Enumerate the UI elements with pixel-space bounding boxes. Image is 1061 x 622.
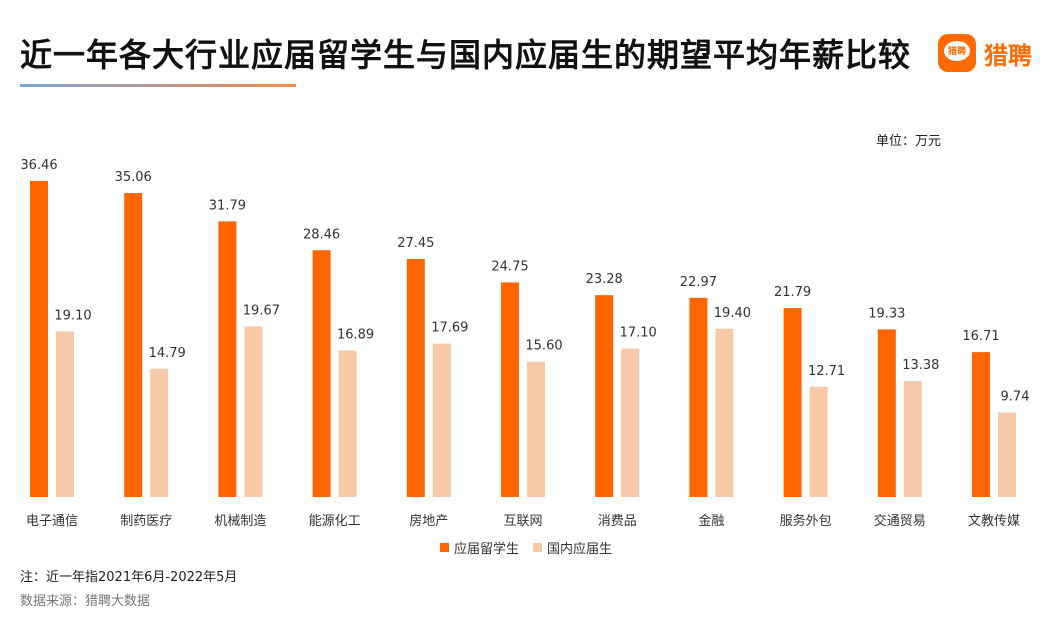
bar-overseas-9 <box>877 329 896 497</box>
data-label-overseas-5: 24.75 <box>491 259 528 274</box>
bar-chart: 36.46 19.10 电子通信 35.06 14.79 制药医疗 31.79 19.67 机械… <box>20 158 1030 529</box>
liepin-logo-icon: 猎聘 <box>938 34 976 72</box>
data-label-overseas-2: 31.79 <box>209 198 246 213</box>
category-label-8: 服务外包 <box>780 513 832 529</box>
data-label-overseas-1: 35.06 <box>115 170 152 185</box>
bar-overseas-0 <box>30 180 48 498</box>
data-label-domestic-5: 15.60 <box>525 339 562 354</box>
legend-label-series1: 应届留学生 <box>454 542 520 557</box>
legend-swatch-series1 <box>440 543 449 552</box>
bar-overseas-4 <box>406 259 425 497</box>
category-label-4: 房地产 <box>409 513 448 529</box>
data-label-domestic-2: 19.67 <box>243 303 280 318</box>
bar-overseas-5 <box>501 282 519 497</box>
bar-domestic-2 <box>244 326 263 497</box>
page-title: 近一年各大行业应届留学生与国内应届生的期望平均年薪比较 <box>20 36 912 74</box>
legend-swatch-series2 <box>533 543 543 552</box>
data-label-overseas-3: 28.46 <box>303 227 340 242</box>
logo-icon-text: 猎聘 <box>947 47 966 57</box>
bar-domestic-4 <box>432 343 451 497</box>
category-label-10: 文教传媒 <box>968 513 1020 529</box>
bar-overseas-7 <box>689 297 708 497</box>
data-label-overseas-10: 16.71 <box>962 329 999 344</box>
bar-domestic-8 <box>809 386 828 497</box>
unit-label: 单位：万元 <box>876 134 942 149</box>
bar-overseas-3 <box>312 250 331 497</box>
bar-overseas-8 <box>783 308 802 497</box>
data-label-overseas-0: 36.46 <box>20 158 57 173</box>
data-label-overseas-9: 19.33 <box>868 306 905 321</box>
bar-overseas-10 <box>972 352 990 497</box>
bar-domestic-6 <box>621 348 640 497</box>
bar-domestic-9 <box>903 380 922 497</box>
category-label-1: 制药医疗 <box>120 514 172 529</box>
bar-overseas-2 <box>218 221 237 497</box>
data-label-domestic-0: 19.10 <box>54 308 91 323</box>
footnote: 注：近一年指2021年6月-2022年5月 <box>20 570 238 585</box>
bar-overseas-6 <box>595 295 614 497</box>
data-label-domestic-9: 13.38 <box>902 358 939 373</box>
data-label-domestic-7: 19.40 <box>714 306 751 321</box>
category-label-6: 消费品 <box>598 514 637 529</box>
data-label-domestic-10: 9.74 <box>1001 390 1030 405</box>
legend-label-series2: 国内应届生 <box>547 542 613 557</box>
legend-item-series1: 应届留学生 <box>440 538 519 557</box>
data-label-overseas-6: 23.28 <box>586 272 623 287</box>
data-label-overseas-4: 27.45 <box>397 236 434 251</box>
data-label-domestic-1: 14.79 <box>149 346 186 361</box>
category-label-5: 互联网 <box>503 514 542 529</box>
bar-domestic-5 <box>527 361 545 497</box>
bar-domestic-1 <box>150 368 169 497</box>
data-label-domestic-3: 16.89 <box>337 328 374 343</box>
data-source: 数据来源：猎聘大数据 <box>20 594 151 609</box>
title-underline <box>20 84 296 87</box>
category-label-9: 交通贸易 <box>874 513 926 529</box>
data-label-domestic-4: 17.69 <box>431 321 468 336</box>
bar-domestic-7 <box>715 328 734 497</box>
data-label-domestic-8: 12.71 <box>808 364 845 379</box>
category-label-2: 机械制造 <box>214 514 266 529</box>
legend-item-series2: 国内应届生 <box>533 538 612 557</box>
category-label-0: 电子通信 <box>26 514 78 529</box>
category-label-7: 金融 <box>698 513 724 529</box>
logo-text: 猎聘 <box>984 41 1032 70</box>
data-label-domestic-6: 17.10 <box>620 326 657 341</box>
category-label-3: 能源化工 <box>309 514 361 529</box>
data-label-overseas-8: 21.79 <box>774 285 811 300</box>
bar-domestic-3 <box>338 350 357 497</box>
bar-domestic-0 <box>56 331 74 497</box>
data-label-overseas-7: 22.97 <box>680 275 717 290</box>
brand-logo: 猎聘 猎聘 <box>938 34 1032 72</box>
bar-overseas-1 <box>124 193 143 498</box>
bar-domestic-10 <box>998 412 1016 497</box>
chart-legend: 应届留学生 国内应届生 <box>440 538 626 557</box>
